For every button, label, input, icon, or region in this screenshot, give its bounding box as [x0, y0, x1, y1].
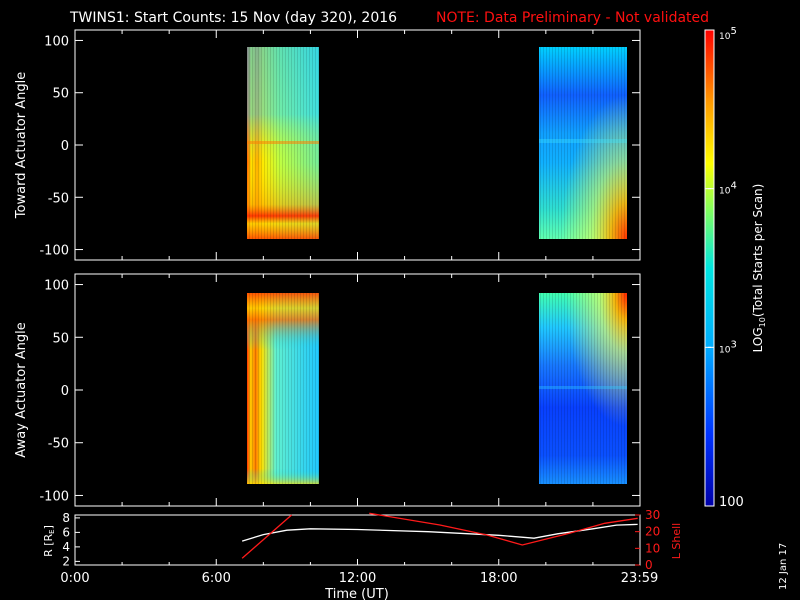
lshell-tick-label: 20 — [645, 525, 660, 539]
preliminary-note: NOTE: Data Preliminary - Not validated — [436, 10, 709, 26]
lshell-tick-label: 0 — [645, 558, 653, 572]
r-tick-label: 2 — [62, 554, 70, 568]
r-tick-label: 6 — [62, 525, 70, 539]
orbit-frame — [74, 514, 641, 566]
toward-ylabel: Toward Actuator Angle — [14, 72, 29, 219]
toward-block-a — [247, 47, 319, 239]
colorbar-tick-label: 104 — [719, 181, 737, 197]
r-series-line — [241, 523, 638, 542]
x-tick-label: 12:00 — [339, 571, 376, 586]
x-tick-label: 18:00 — [480, 571, 517, 586]
lshell-tick-label: 30 — [645, 508, 660, 522]
away-ytick-label: 0 — [61, 384, 69, 399]
r-axis-label: R [RE] — [42, 525, 56, 557]
colorbar-gradient — [704, 29, 715, 507]
x-axis-label: Time (UT) — [324, 587, 389, 600]
lshell-axis-label: L Shell — [670, 523, 683, 559]
toward-ytick-label: -100 — [39, 244, 69, 259]
date-stamp: 12 Jan 17 — [778, 543, 789, 590]
colorbar-ticks: 105 104 103 100 — [705, 26, 744, 510]
colorbar-tick-label: 100 — [719, 495, 744, 510]
away-panel: 100 50 0 -50 -100 Away Actuator Angle — [14, 273, 641, 507]
toward-panel: 100 50 0 -50 -100 Toward Actuator Angle — [14, 29, 641, 261]
away-ytick-label: -100 — [39, 489, 69, 504]
toward-ytick-label: 50 — [52, 87, 69, 102]
away-ytick-label: 50 — [52, 331, 69, 346]
lshell-tick-label: 10 — [645, 541, 660, 555]
plot-title: TWINS1: Start Counts: 15 Nov (day 320), … — [69, 10, 397, 26]
x-tick-label: 23:59 — [621, 571, 658, 586]
away-axis: 100 50 0 -50 -100 — [39, 274, 641, 506]
toward-axis: 100 50 0 -50 -100 — [39, 30, 641, 260]
lshell-series-line-2 — [369, 512, 638, 546]
orbit-lines — [241, 512, 638, 559]
r-tick-label: 4 — [62, 540, 70, 554]
toward-block-b — [539, 47, 627, 239]
colorbar: 105 104 103 100 LOG10(Total Starts per Scan… — [704, 26, 767, 510]
away-ylabel: Away Actuator Angle — [14, 322, 29, 457]
away-block-b — [539, 293, 627, 484]
colorbar-label: LOG10(Total Starts per Scan) — [751, 184, 767, 353]
toward-ytick-label: -50 — [48, 191, 69, 206]
colorbar-tick-label: 103 — [719, 339, 737, 355]
away-block-a — [247, 293, 319, 484]
away-ytick-label: 100 — [44, 279, 69, 294]
r-tick-label: 8 — [62, 511, 70, 525]
colorbar-tick-label: 105 — [719, 26, 737, 42]
x-tick-label: 6:00 — [202, 571, 231, 586]
lshell-series-line-1 — [241, 514, 293, 559]
x-tick-label: 0:00 — [60, 571, 89, 586]
toward-ytick-label: 0 — [61, 139, 69, 154]
toward-ytick-label: 100 — [44, 34, 69, 49]
away-ytick-label: -50 — [48, 437, 69, 452]
